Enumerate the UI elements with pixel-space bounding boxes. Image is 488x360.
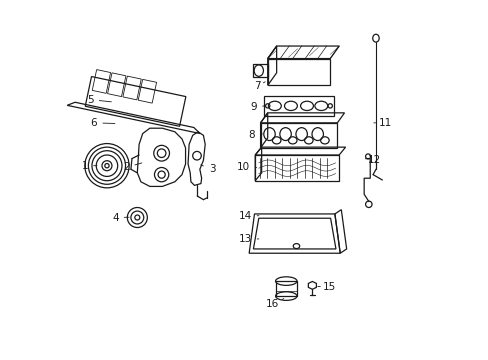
Bar (85, 77, 185, 126)
Text: 12: 12 (367, 156, 380, 165)
Bar (107, 73, 126, 96)
Bar (267, 59, 329, 85)
Bar (92, 69, 110, 93)
Text: 10: 10 (236, 162, 256, 172)
Text: 4: 4 (112, 212, 129, 222)
Text: 15: 15 (317, 282, 336, 292)
Bar (260, 123, 337, 148)
Text: 5: 5 (87, 95, 111, 105)
Text: 14: 14 (238, 211, 258, 221)
Text: 2: 2 (122, 162, 142, 172)
Text: 6: 6 (90, 118, 115, 128)
Bar (138, 79, 156, 103)
Bar (275, 281, 296, 296)
Text: 11: 11 (373, 118, 391, 128)
Text: 7: 7 (253, 81, 264, 91)
Text: 1: 1 (81, 161, 97, 171)
Text: 8: 8 (248, 130, 262, 140)
Text: 3: 3 (200, 164, 215, 174)
Bar (122, 76, 141, 100)
Text: 13: 13 (238, 234, 258, 244)
Text: 16: 16 (265, 298, 283, 309)
Bar (255, 155, 339, 181)
Text: 9: 9 (250, 102, 264, 112)
Bar (264, 96, 333, 116)
